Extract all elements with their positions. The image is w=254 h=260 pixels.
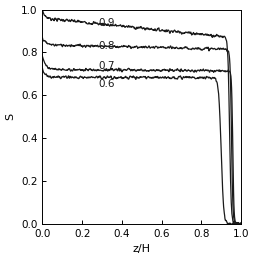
X-axis label: z/H: z/H (132, 244, 150, 255)
Y-axis label: S: S (6, 113, 15, 120)
Text: 0.8: 0.8 (98, 41, 114, 51)
Text: 0.9: 0.9 (98, 18, 114, 29)
Text: 0.6: 0.6 (98, 79, 114, 89)
Text: 0.7: 0.7 (98, 61, 114, 71)
